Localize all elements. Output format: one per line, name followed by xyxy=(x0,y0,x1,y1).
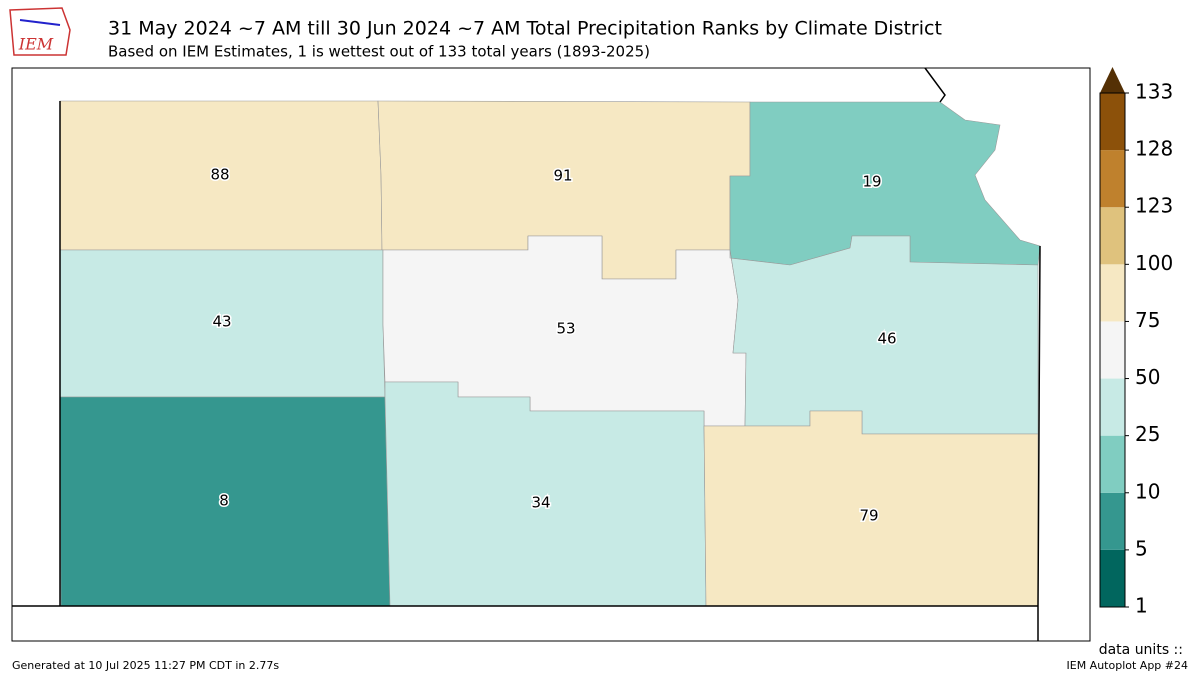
colorbar: 1 5 10 25 50 75 100 123 128 133 xyxy=(1099,67,1173,618)
colorbar-tick-label: 25 xyxy=(1135,422,1160,446)
colorbar-segment xyxy=(1100,264,1125,322)
colorbar-segment xyxy=(1100,435,1125,493)
colorbar-tick-label: 1 xyxy=(1135,594,1148,618)
colorbar-segment xyxy=(1100,549,1125,607)
colorbar-tick-label: 5 xyxy=(1135,536,1148,560)
colorbar-segment xyxy=(1100,93,1125,151)
district-rank: 19 xyxy=(862,173,881,191)
footer-left: Generated at 10 Jul 2025 11:27 PM CDT in… xyxy=(12,659,279,672)
colorbar-tick-label: 50 xyxy=(1135,365,1160,389)
colorbar-tick-label: 75 xyxy=(1135,308,1160,332)
colorbar-tick-label: 128 xyxy=(1135,137,1173,161)
district-rank: 79 xyxy=(859,507,878,525)
colorbar-tick-label: 100 xyxy=(1135,251,1173,275)
logo-text: IEM xyxy=(18,35,54,54)
colorbar-segment xyxy=(1100,378,1125,436)
district-rank: 43 xyxy=(212,313,231,331)
colorbar-tick-label: 123 xyxy=(1135,194,1173,218)
subtitle: Based on IEM Estimates, 1 is wettest out… xyxy=(108,43,650,61)
colorbar-segment xyxy=(1100,321,1125,379)
logo: IEM xyxy=(9,7,71,56)
district-rank: 34 xyxy=(531,494,550,512)
state-border xyxy=(12,67,1041,641)
units-label: data units :: xyxy=(1099,642,1183,658)
district-rank: 8 xyxy=(219,492,229,510)
district-rank: 53 xyxy=(556,320,575,338)
colorbar-extend xyxy=(1100,67,1125,93)
district-rank: 46 xyxy=(877,330,896,348)
colorbar-outline xyxy=(1099,92,1126,608)
map-frame xyxy=(11,67,1091,642)
district-rank: 88 xyxy=(210,166,229,184)
colorbar-tick-label: 133 xyxy=(1135,80,1173,104)
title: 31 May 2024 ~7 AM till 30 Jun 2024 ~7 AM… xyxy=(108,18,942,40)
colorbar-tick-label: 10 xyxy=(1135,479,1160,503)
footer-right: IEM Autoplot App #24 xyxy=(1067,659,1189,672)
map: 88 91 19 43 53 46 8 34 79 xyxy=(59,100,1041,607)
colorbar-segment xyxy=(1100,207,1125,265)
colorbar-segment xyxy=(1100,150,1125,208)
district xyxy=(384,381,707,607)
colorbar-segment xyxy=(1100,492,1125,550)
district-rank: 91 xyxy=(553,167,572,185)
